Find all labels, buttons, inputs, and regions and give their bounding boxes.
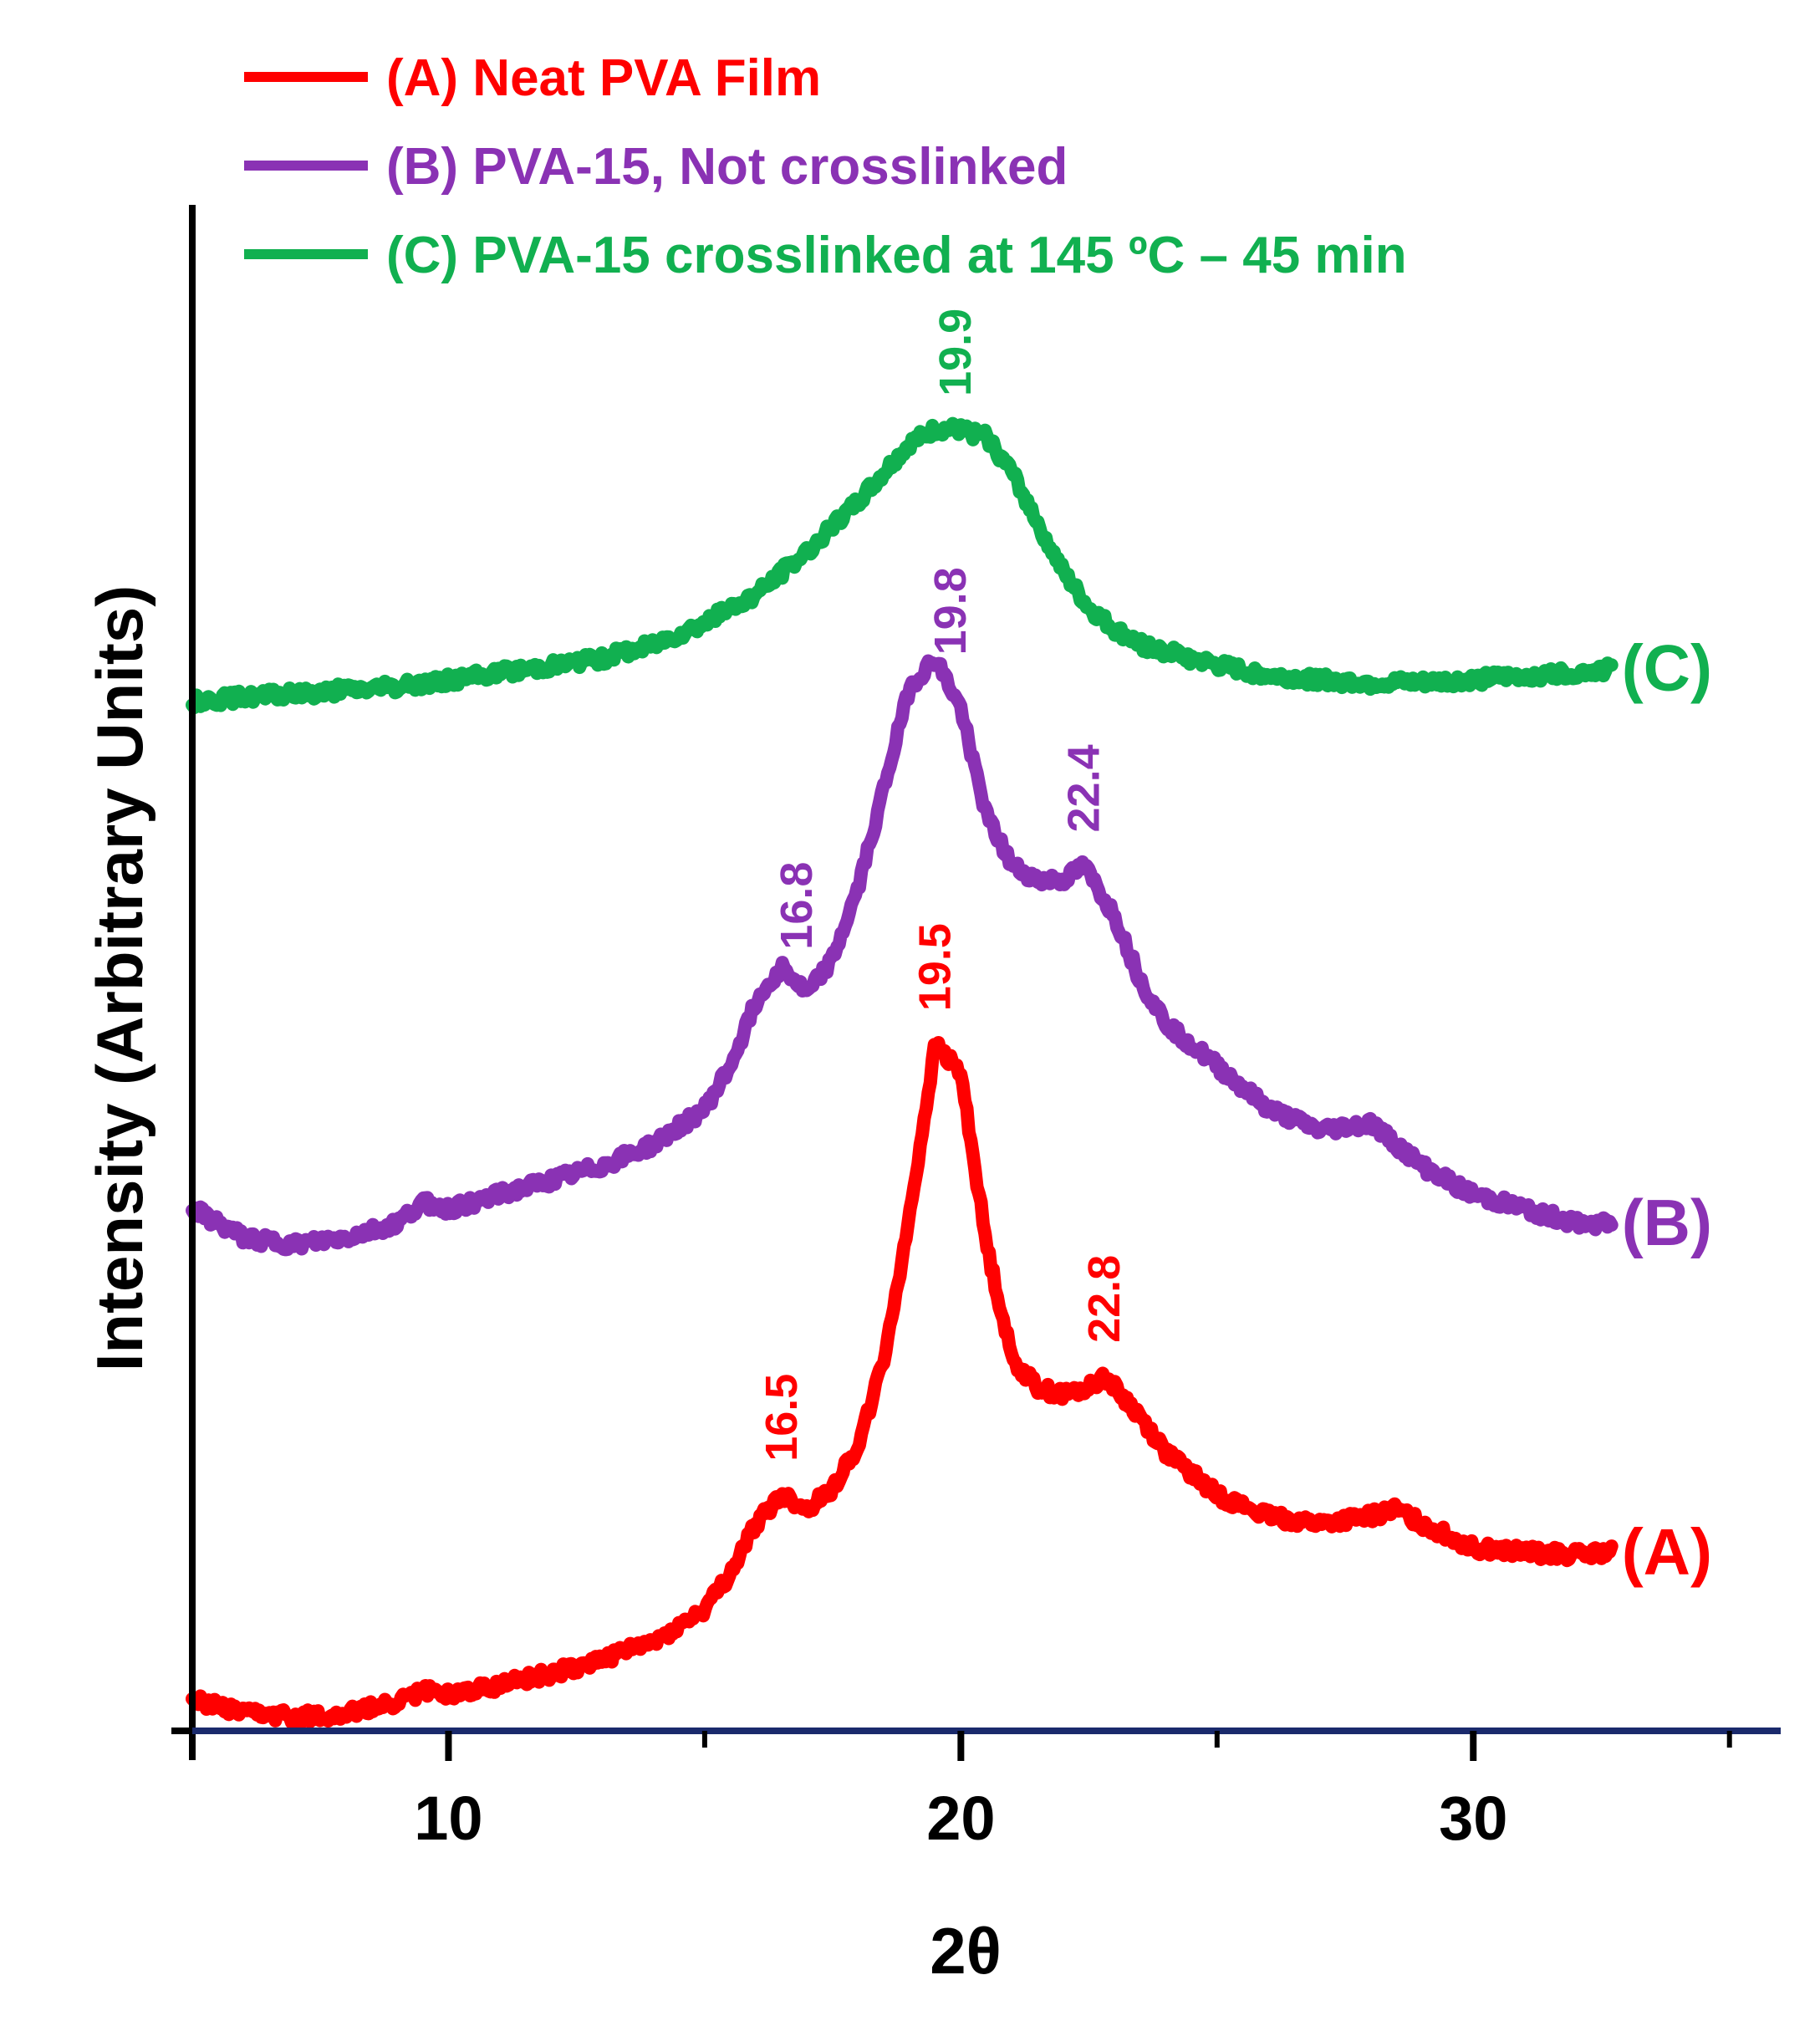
peak-annotations: 16.5 19.5 22.8 16.8 19.8 22.4 19.9	[757, 309, 1129, 1462]
series-C-line	[186, 416, 1619, 715]
peak-label-B-3: 16.8	[772, 862, 822, 950]
peak-label-B-5: 22.4	[1059, 744, 1109, 832]
curve-labels: (A) (B) (C)	[1622, 631, 1712, 1589]
y-axis-title: Intensity (Arbitrary Units)	[83, 585, 156, 1371]
series-A-line	[186, 1036, 1619, 1730]
legend-label-C: (C) PVA-15 crosslinked at 145 ºC – 45 mi…	[386, 227, 1407, 284]
x-tick-label-10: 10	[414, 1784, 482, 1853]
curve-label-C: (C)	[1622, 631, 1712, 705]
series-B-line	[186, 654, 1619, 1257]
curve-label-A: (A)	[1622, 1514, 1712, 1588]
x-axis-title: 2θ	[930, 1914, 1002, 1988]
plot-area	[186, 416, 1619, 1730]
x-tick-label-20: 20	[926, 1784, 995, 1853]
legend: (A) Neat PVA Film (B) PVA-15, Not crossli…	[244, 49, 1407, 284]
legend-label-B: (B) PVA-15, Not crosslinked	[386, 138, 1068, 196]
peak-label-C-6: 19.9	[930, 309, 981, 396]
peak-label-A-2: 22.8	[1079, 1255, 1129, 1343]
legend-label-A: (A) Neat PVA Film	[386, 49, 821, 107]
peak-label-B-4: 19.8	[925, 567, 976, 655]
peak-label-A-1: 19.5	[910, 923, 961, 1011]
x-tick-label-30: 30	[1439, 1784, 1507, 1853]
peak-label-A-0: 16.5	[757, 1374, 807, 1462]
axes: 10 20 30	[171, 205, 1781, 1853]
curve-label-B: (B)	[1622, 1186, 1712, 1259]
